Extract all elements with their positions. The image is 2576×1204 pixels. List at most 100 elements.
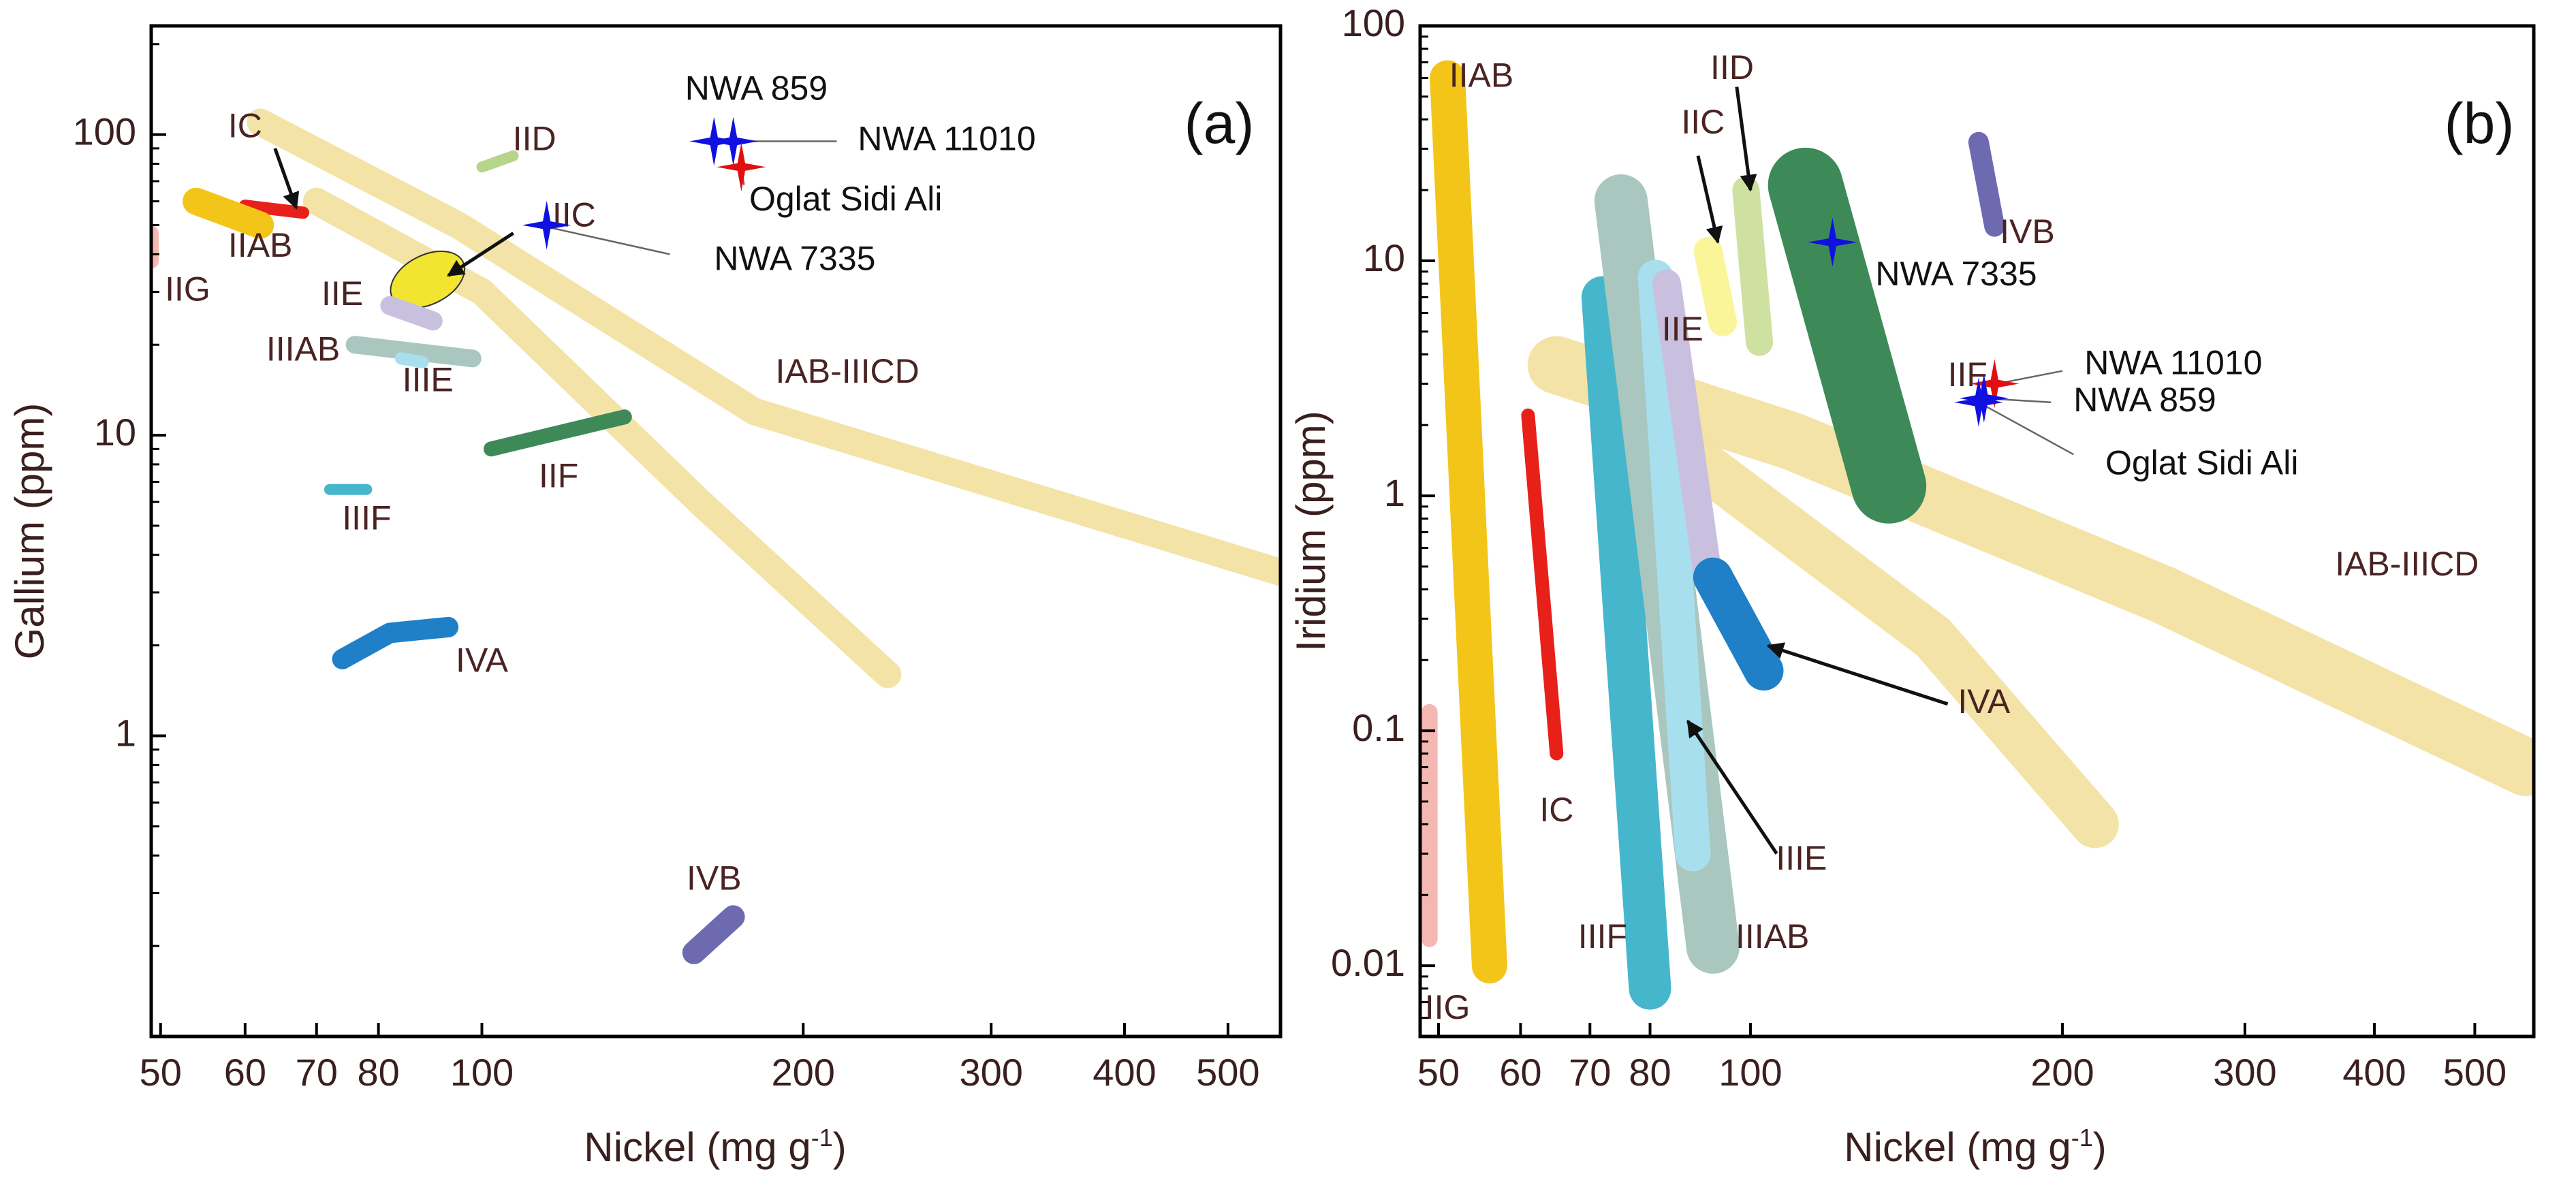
- group-iie-label: IIE: [1662, 310, 1703, 348]
- group-ic-label: IC: [228, 107, 262, 145]
- y-tick-label: 1: [115, 711, 136, 754]
- y-axis-title: Gallium (ppm): [7, 403, 52, 660]
- meteorite-label-oglat-sidi-ali: Oglat Sidi Ali: [749, 180, 942, 218]
- group-iif-field: [1768, 147, 1927, 524]
- y-tick-label: 100: [73, 110, 136, 153]
- group-iif-label: IIF: [1948, 355, 1988, 394]
- panel-b-frame: [1418, 24, 2536, 1039]
- callout-arrow-ic: [273, 148, 300, 210]
- group-iiie-field: [394, 352, 429, 368]
- group-iie-label: IIE: [321, 274, 363, 313]
- meteorite-label-nwa-11010: NWA 11010: [2084, 343, 2262, 381]
- x-tick-label: 60: [224, 1051, 266, 1094]
- group-iic-label: IIC: [552, 196, 596, 234]
- x-tick-label: 60: [1499, 1051, 1541, 1094]
- y-tick-label: 100: [1342, 1, 1405, 44]
- x-tick-label: 80: [357, 1051, 399, 1094]
- group-iiif-field: [1581, 276, 1671, 1010]
- group-iiie-label: IIIE: [403, 361, 454, 399]
- group-iig-label: IIG: [1425, 988, 1471, 1026]
- group-ic-label: IC: [1539, 791, 1573, 829]
- group-iiiab-label: IIIAB: [1735, 917, 1809, 955]
- x-tick-label: 300: [2213, 1051, 2276, 1094]
- meteorite-label-nwa-859: NWA 859: [2073, 381, 2216, 419]
- x-tick-label: 100: [1718, 1051, 1782, 1094]
- meteorite-label-nwa-859: NWA 859: [685, 69, 828, 107]
- x-tick-label: 70: [1569, 1051, 1611, 1094]
- meteorite-star-oglat-sidi-ali: [717, 142, 766, 192]
- group-iiif-label: IIIF: [1578, 917, 1627, 955]
- meteorite-star-nwa-11010: [1970, 359, 2020, 409]
- group-iva-label: IVA: [456, 641, 509, 679]
- group-iic-field: [1693, 236, 1738, 336]
- group-iif-label: IIF: [539, 456, 578, 494]
- group-iie-field: [1652, 269, 1723, 592]
- panel-b-plot-area: [1421, 60, 2534, 1010]
- group-iif-field: [484, 409, 632, 457]
- x-tick-label: 500: [1196, 1051, 1259, 1094]
- x-axis-title: Nickel (mg g-1): [1844, 1124, 2106, 1170]
- group-iiie-label: IIIE: [1776, 839, 1827, 877]
- callout-arrow-iva: [1766, 642, 1949, 706]
- group-iid-label: IID: [513, 120, 556, 158]
- x-tick-label: 300: [959, 1051, 1022, 1094]
- x-tick-label: 80: [1629, 1051, 1671, 1094]
- meteorite-label-nwa-11010: NWA 11010: [858, 120, 1035, 158]
- annotation-leader-line: [1978, 401, 2074, 456]
- group-ic-field: [238, 200, 309, 219]
- group-iab-iiicd-field-branch: [1626, 401, 2119, 849]
- group-iva-field: [1693, 557, 1784, 691]
- panel-letter: (a): [1184, 91, 1255, 155]
- x-tick-label: 70: [296, 1051, 338, 1094]
- group-iva-label: IVA: [1958, 682, 2011, 720]
- panel-b: IAB-IIICD IIAB IC IIG IIIF IIIAB IIIE IIE IVA IIC…: [1288, 1, 2536, 1170]
- meteorite-star-nwa-7335: [522, 200, 571, 250]
- group-iiif-label: IIIF: [342, 499, 391, 537]
- group-iiiab-field: [345, 336, 482, 368]
- x-tick-label: 50: [1417, 1051, 1460, 1094]
- group-ivb-label: IVB: [2000, 212, 2055, 251]
- x-tick-label: 400: [2342, 1051, 2406, 1094]
- panel-a-frame: [149, 24, 1283, 1039]
- meteorite-star-oglat-sidi-ali: [1953, 377, 2003, 427]
- group-ivb-field: [682, 905, 745, 964]
- group-iiiab-label: IIIAB: [266, 330, 340, 368]
- group-iiie-field: [1637, 259, 1711, 872]
- meteorite-star-nwa-7335: [1808, 217, 1857, 267]
- group-iva-field: [332, 616, 459, 669]
- group-iie-field: [380, 296, 443, 331]
- group-iiab-field: [183, 187, 274, 239]
- x-tick-label: 200: [2030, 1051, 2094, 1094]
- y-tick-label: 0.01: [1331, 941, 1405, 984]
- callout-arrow-iic: [447, 232, 514, 277]
- panel-a: IAB-IIICD IC IIAB IIG IIC IID IIE IIIAB IIIE IIF I…: [7, 24, 1283, 1170]
- callout-arrow-iic: [1696, 155, 1723, 244]
- callout-arrow-iiie: [1686, 719, 1778, 855]
- meteorite-label-oglat-sidi-ali: Oglat Sidi Ali: [2105, 443, 2298, 481]
- y-tick-label: 0.1: [1352, 706, 1405, 749]
- group-iic-label: IIC: [1681, 103, 1725, 141]
- x-tick-label: 400: [1093, 1051, 1156, 1094]
- meteorite-star-nwa-859: [1959, 373, 2009, 423]
- group-iiab-field: [1430, 60, 1507, 984]
- group-ivb-field: [1968, 131, 2005, 237]
- x-tick-label: 500: [2443, 1051, 2507, 1094]
- panel-letter: (b): [2445, 91, 2515, 155]
- group-iig-label: IIG: [165, 270, 210, 308]
- panel-a-plot-area: [151, 108, 1281, 964]
- x-tick-label: 50: [140, 1051, 182, 1094]
- group-iab-iiicd-label: IAB-IIICD: [776, 352, 920, 390]
- y-tick-label: 1: [1384, 471, 1405, 514]
- x-axis-title: Nickel (mg g-1): [584, 1124, 846, 1170]
- meteorite-star-nwa-11010: [708, 116, 758, 166]
- group-iiab-label: IIAB: [228, 226, 292, 264]
- x-tick-label: 200: [772, 1051, 835, 1094]
- group-iab-iiicd-field-branch: [302, 187, 902, 688]
- annotation-leader-line: [550, 227, 670, 255]
- y-tick-label: 10: [94, 411, 136, 454]
- annotation-leader-line: [1996, 370, 2063, 385]
- group-iiab-label: IIAB: [1449, 57, 1513, 95]
- meteorite-label-nwa-7335: NWA 7335: [714, 239, 875, 277]
- group-ivb-label: IVB: [687, 859, 742, 897]
